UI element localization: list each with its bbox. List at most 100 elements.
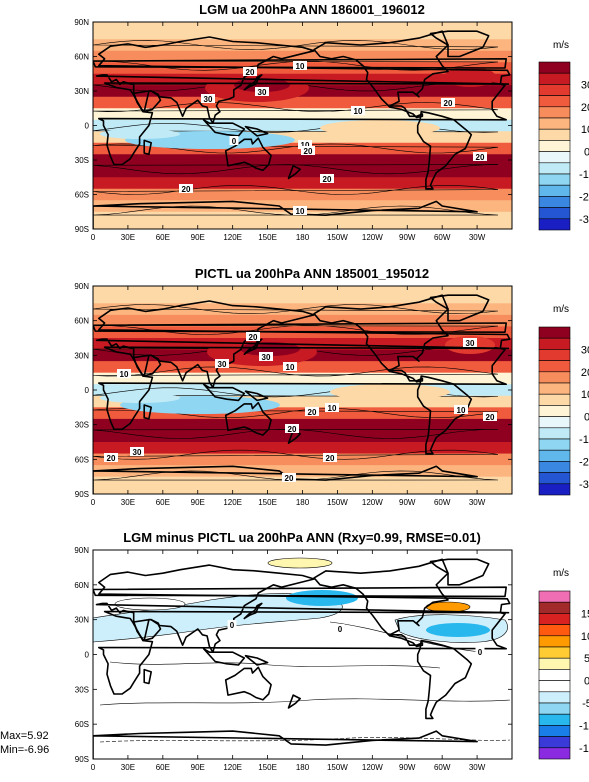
coastline-arabia bbox=[132, 618, 162, 642]
max-label: Max=5.92 bbox=[0, 730, 49, 742]
colorbar-tick-label: 10 bbox=[581, 124, 589, 136]
y-tick-label: 0 bbox=[85, 122, 90, 131]
colorbar-swatch bbox=[538, 337, 571, 350]
jet-core-atlantic bbox=[444, 67, 496, 87]
colorbar-swatch bbox=[538, 669, 571, 681]
contour-label-bg bbox=[441, 98, 455, 107]
contour-label-bg bbox=[320, 174, 334, 183]
contour-label-bg bbox=[463, 338, 477, 347]
x-tick-label: 120W bbox=[362, 763, 383, 772]
x-tick-label: 30W bbox=[469, 763, 486, 772]
coastline-eurasia bbox=[95, 300, 511, 389]
coastline-north-america bbox=[313, 558, 449, 648]
x-tick-label: 30E bbox=[121, 233, 135, 242]
y-tick-label: 90S bbox=[75, 225, 89, 234]
y-tick-label: 60S bbox=[75, 455, 89, 464]
contour-label: 0 bbox=[338, 625, 343, 634]
colorbar-swatch bbox=[538, 624, 571, 637]
field-band bbox=[93, 442, 512, 455]
contour-label-bg bbox=[351, 106, 365, 115]
min-label: Min=-6.96 bbox=[0, 744, 49, 756]
contour-label-bg bbox=[179, 184, 193, 193]
colorbar-swatch bbox=[538, 461, 571, 473]
contour-labels: 0 0 0 bbox=[227, 620, 485, 657]
x-tick-label: 150E bbox=[258, 763, 277, 772]
colorbar-tick-label: -10 bbox=[579, 434, 589, 446]
contour-label-bg bbox=[483, 412, 497, 421]
coastline-madagascar bbox=[143, 139, 152, 156]
x-tick-label: 60W bbox=[434, 763, 451, 772]
contour-label: 20 bbox=[326, 454, 335, 463]
contour-label: 20 bbox=[249, 333, 258, 342]
field-band bbox=[93, 165, 512, 178]
colorbar-swatch bbox=[538, 635, 571, 648]
contour-label-bg bbox=[117, 369, 131, 378]
y-axis: 90N 60N 30N 0 30S 60S 90S bbox=[74, 546, 512, 764]
contour-label-bg bbox=[201, 94, 215, 103]
contour-label: 10 bbox=[328, 404, 337, 413]
coastline-japan bbox=[243, 338, 263, 355]
coastline-antarctica bbox=[93, 465, 478, 494]
plot-area bbox=[93, 286, 512, 494]
colorbar-swatch bbox=[538, 128, 571, 141]
contour-label-bg bbox=[104, 453, 118, 462]
colorbar-swatch bbox=[538, 326, 571, 339]
coastline-south-america bbox=[416, 375, 473, 455]
coastline-british-isles bbox=[93, 322, 507, 333]
contour-label: 20 bbox=[285, 474, 294, 483]
coastline-arabia bbox=[132, 90, 162, 113]
y-tick-label: 90N bbox=[74, 282, 89, 291]
contour-label: 10 bbox=[286, 363, 295, 372]
coastline-indonesia bbox=[202, 647, 246, 666]
anomaly-patches bbox=[93, 557, 511, 743]
westerly-duct bbox=[330, 384, 450, 400]
coastline-australia bbox=[224, 137, 272, 172]
contour-label-bg bbox=[473, 152, 487, 161]
colorbar-tick-label: 30 bbox=[581, 79, 589, 91]
y-tick-label: 30S bbox=[75, 685, 89, 694]
colorbar-swatch bbox=[538, 151, 571, 164]
coastline-madagascar bbox=[143, 668, 152, 685]
easterlies-indian bbox=[100, 129, 180, 139]
contour-label: 30 bbox=[218, 360, 227, 369]
colorbar: 30 20 10 0 -10 -20 -30 bbox=[538, 326, 589, 496]
colorbar-swatch bbox=[538, 601, 571, 614]
x-tick-label: 90W bbox=[399, 233, 416, 242]
x-tick-label: 60E bbox=[156, 233, 170, 242]
colorbar-tick-label: -20 bbox=[579, 191, 589, 203]
x-tick-label: 90E bbox=[191, 498, 205, 507]
coastline-north-america bbox=[313, 30, 449, 119]
field-band bbox=[93, 476, 512, 489]
contour-label-bg bbox=[227, 620, 237, 629]
contour-labels: 20 30 10 30 10 20 10 20 30 10 20 20 30 20 20 bbox=[104, 332, 497, 483]
field-band bbox=[93, 177, 512, 190]
contour-label-bg bbox=[246, 332, 260, 341]
x-tick-label: 0 bbox=[91, 498, 96, 507]
field-band bbox=[93, 430, 512, 443]
x-axis: 0 30E 60E 90E 120E 150E 180 150W 120W 90W 60W 30W bbox=[91, 550, 486, 772]
colorbar-swatch bbox=[538, 483, 571, 496]
colorbar-swatch bbox=[538, 613, 571, 625]
contour-label-bg bbox=[283, 362, 297, 371]
coastlines bbox=[93, 558, 511, 759]
contour-label: 20 bbox=[476, 153, 485, 162]
x-tick-label: 120W bbox=[362, 498, 383, 507]
colorbar-swatch bbox=[538, 691, 571, 704]
contour-label: 0 bbox=[478, 648, 483, 657]
contour-label: 30 bbox=[204, 95, 213, 104]
x-tick-label: 90E bbox=[191, 233, 205, 242]
colorbar-tick-label: 15 bbox=[581, 608, 589, 620]
contour-label-bg bbox=[130, 447, 144, 456]
contour-line bbox=[93, 123, 499, 133]
colorbar-tick-label: 10 bbox=[581, 389, 589, 401]
colorbar-tick-label: -10 bbox=[579, 720, 589, 732]
colorbar-swatch bbox=[538, 84, 571, 96]
x-tick-label: 120W bbox=[362, 233, 383, 242]
contour-label-bg bbox=[305, 407, 319, 416]
panel-pictl: PICTL ua 200hPa ANN 185001_195012 0 30E 60… bbox=[74, 266, 589, 507]
x-tick-label: 0 bbox=[91, 763, 96, 772]
x-tick-label: 120E bbox=[223, 233, 242, 242]
colorbar-tick-label: -20 bbox=[579, 456, 589, 468]
zero-contour-asia bbox=[114, 597, 186, 611]
